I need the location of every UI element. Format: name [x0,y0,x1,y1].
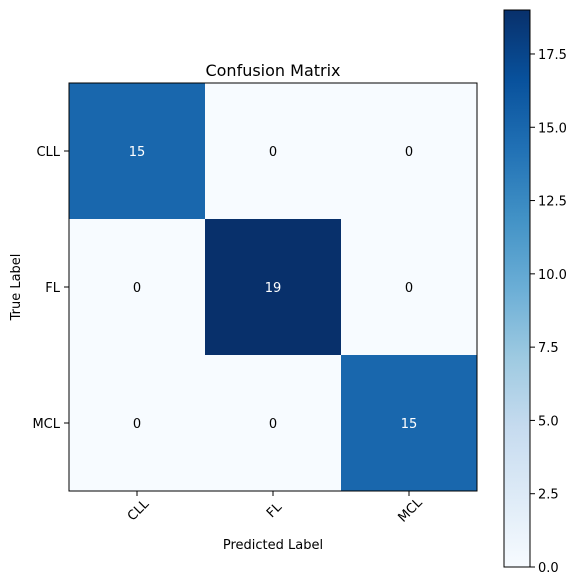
colorbar-tick-label: 2.5 [538,488,559,503]
y-axis-label: True Label [9,254,24,322]
matrix-cells [69,83,477,491]
matrix-cell [205,83,341,219]
x-tick-label: CLL [125,496,153,524]
x-axis-label: Predicted Label [223,538,323,553]
colorbar-tick-label: 0.0 [538,561,559,576]
matrix-cell [205,355,341,491]
cell-value-label: 19 [265,281,282,296]
colorbar-tick-label: 7.5 [538,341,559,356]
colorbar-tick-label: 15.0 [538,121,567,136]
colorbar-ticks: 0.0 2.5 5.0 7.5 10.0 12.5 15.0 17.5 [530,48,567,576]
cell-value-label: 0 [133,417,141,432]
matrix-cell [69,83,205,219]
matrix-cell [341,355,477,491]
y-tick-label: FL [45,281,60,296]
colorbar [503,9,531,568]
cell-value-label: 15 [129,145,146,160]
colorbar-tick-label: 17.5 [538,48,567,63]
matrix-cell [205,219,341,355]
y-tick-label: MCL [32,417,60,432]
chart-title: Confusion Matrix [205,61,340,80]
y-axis-ticks: CLL FL MCL [32,145,69,432]
cell-value-label: 15 [401,417,418,432]
cell-value-label: 0 [405,145,413,160]
matrix-cell-labels: 15 0 0 0 19 0 0 0 15 [129,145,418,432]
matrix-cell [341,83,477,219]
x-tick-label: FL [264,499,286,521]
matrix-cell [69,355,205,491]
x-axis-ticks: CLL FL MCL [125,491,426,526]
colorbar-tick-label: 10.0 [538,268,567,283]
cell-value-label: 0 [405,281,413,296]
colorbar-tick-label: 5.0 [538,414,559,429]
cell-value-label: 0 [269,417,277,432]
colorbar-tick-label: 12.5 [538,195,567,210]
x-tick-label: MCL [395,495,426,526]
y-tick-label: CLL [36,145,60,160]
matrix-cell [341,219,477,355]
cell-value-label: 0 [133,281,141,296]
cell-value-label: 0 [269,145,277,160]
matrix-cell [69,219,205,355]
